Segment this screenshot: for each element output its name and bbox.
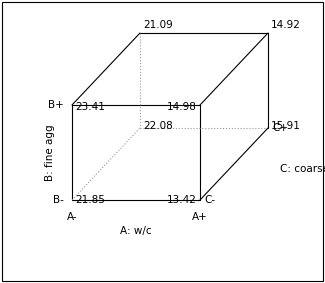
Text: 14.98: 14.98 <box>167 102 197 112</box>
Text: 22.08: 22.08 <box>143 121 173 131</box>
Text: B-: B- <box>53 195 64 205</box>
Text: A-: A- <box>67 212 77 222</box>
Text: 23.41: 23.41 <box>75 102 105 112</box>
Text: A: w/c: A: w/c <box>120 226 152 236</box>
Text: B+: B+ <box>48 100 64 110</box>
Text: 21.09: 21.09 <box>143 20 173 30</box>
Text: A+: A+ <box>192 212 208 222</box>
Text: 13.42: 13.42 <box>167 195 197 205</box>
Text: C-: C- <box>204 195 215 205</box>
Text: C: coarse agg: C: coarse agg <box>280 164 325 174</box>
Text: B: fine agg: B: fine agg <box>45 124 55 181</box>
Text: 15.91: 15.91 <box>271 121 301 131</box>
Text: 14.92: 14.92 <box>271 20 301 30</box>
Text: 21.85: 21.85 <box>75 195 105 205</box>
Text: C+: C+ <box>272 123 288 133</box>
